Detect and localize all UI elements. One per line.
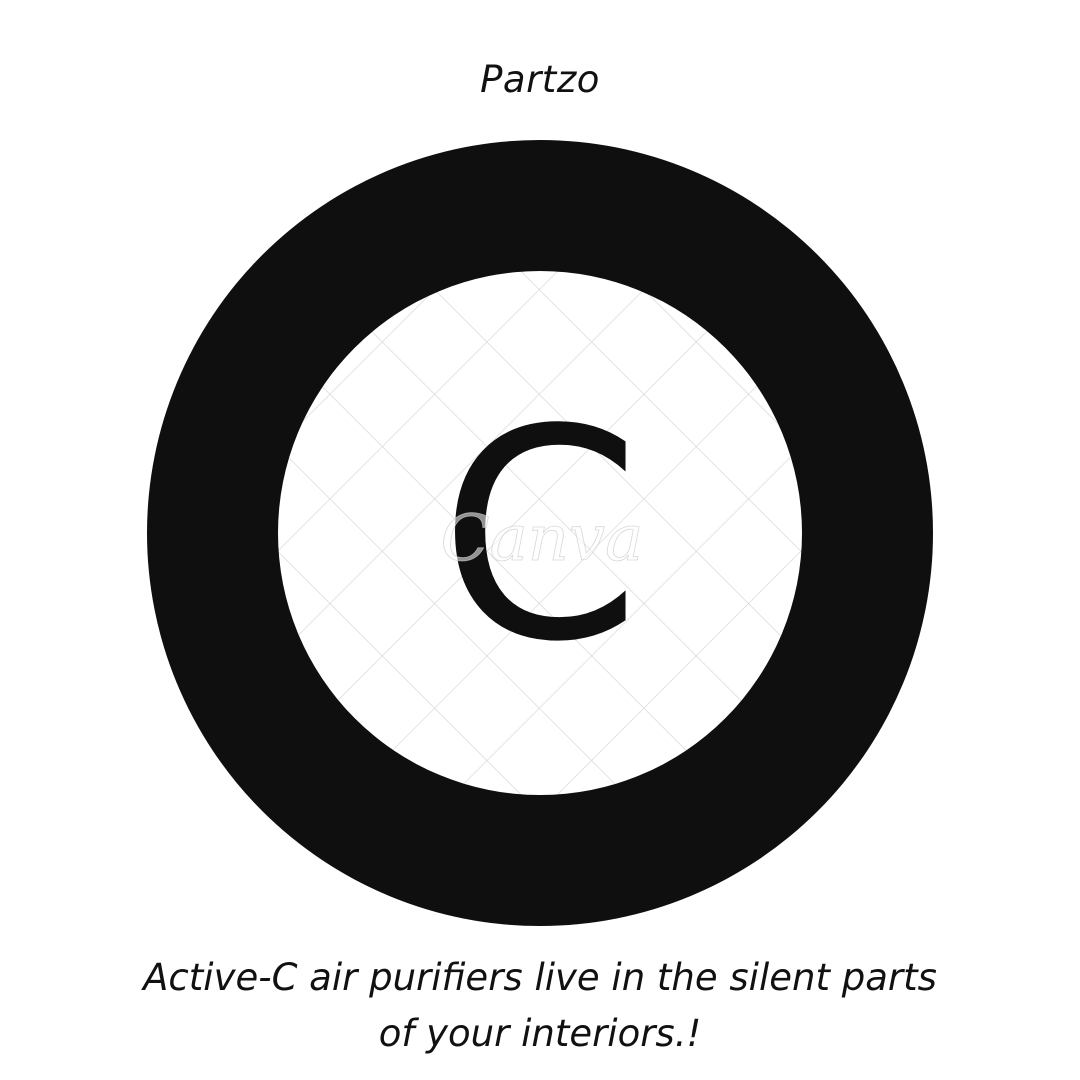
watermark-text: Canva [441, 502, 644, 576]
tagline-line-2: of your interiors.! [378, 1012, 702, 1055]
tagline-line-1: Active-C air purifiers live in the silen… [143, 956, 937, 999]
tagline: Active-C air purifiers live in the silen… [60, 950, 1020, 1062]
brand-logo: C Canva [145, 139, 935, 929]
brand-name: Partzo [480, 58, 600, 101]
logo-letter: C [439, 369, 642, 706]
logo-inner-grid [278, 271, 802, 795]
